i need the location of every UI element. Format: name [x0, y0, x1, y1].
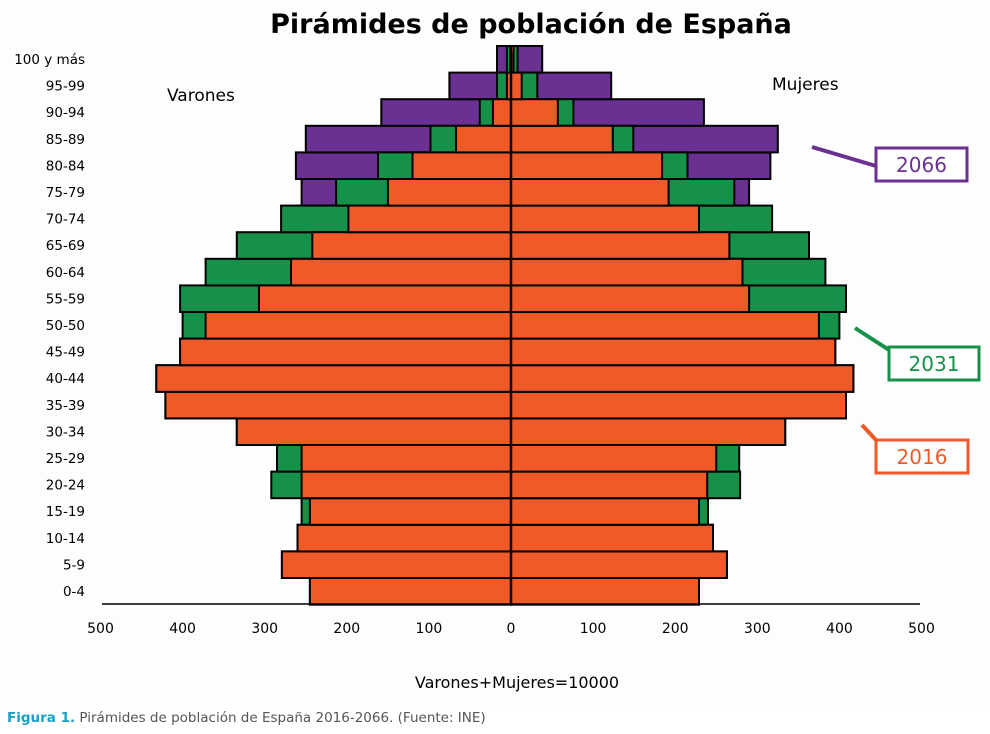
age-label-55-59: 55-59 — [46, 291, 85, 307]
callout-box-2031 — [887, 345, 981, 382]
age-label-70-74: 70-74 — [46, 212, 85, 228]
bar-2016-mujeres-10-14 — [510, 523, 714, 553]
left-side-label: Varones — [167, 86, 235, 106]
bar-2016-varones-45-49 — [179, 337, 512, 367]
x-tick-1: 400 — [169, 621, 196, 637]
bar-2016-mujeres-60-64 — [510, 257, 744, 287]
callout-box-2016 — [874, 438, 970, 475]
bar-2016-mujeres-65-69 — [510, 231, 731, 260]
bar-2016-varones-0-4 — [308, 577, 512, 606]
x-tick-2: 300 — [251, 621, 278, 637]
bar-2016-varones-65-69 — [311, 231, 512, 260]
callout-label-2066: 2066 — [896, 153, 947, 177]
bar-2016-mujeres-0-4 — [510, 577, 700, 606]
x-ticks-layer: 500 400 300 200 100 0 100 200 300 400 500 — [87, 621, 935, 637]
x-tick-6: 100 — [580, 621, 607, 637]
bar-2016-varones-20-24 — [300, 470, 512, 500]
bar-2016-mujeres-25-29 — [510, 444, 718, 473]
bar-2016-mujeres-90-94 — [510, 98, 559, 127]
age-label-30-34: 30-34 — [46, 424, 85, 440]
bar-2016-varones-60-64 — [290, 257, 512, 287]
figure-caption: Figura 1. Pirámides de población de Espa… — [7, 710, 486, 726]
bar-2016-varones-5-9 — [280, 550, 512, 580]
age-label-90-94: 90-94 — [46, 105, 85, 121]
bar-2016-mujeres-15-19 — [510, 497, 700, 526]
caption-lead: Figura 1. — [7, 710, 76, 726]
age-label-65-69: 65-69 — [46, 238, 85, 254]
callout-label-2031: 2031 — [909, 352, 960, 376]
age-label-75-79: 75-79 — [46, 185, 85, 201]
bar-2016-varones-15-19 — [308, 497, 512, 526]
age-label-15-19: 15-19 — [46, 504, 85, 520]
bar-2016-varones-80-84 — [411, 151, 512, 180]
bar-2016-mujeres-75-79 — [510, 178, 670, 207]
callout-line-2016 — [860, 423, 878, 442]
callout-label-2016: 2016 — [897, 445, 948, 469]
bar-2016-mujeres-20-24 — [510, 470, 709, 500]
x-tick-8: 300 — [744, 621, 771, 637]
age-label-25-29: 25-29 — [46, 451, 85, 467]
bar-2016-varones-55-59 — [258, 284, 512, 313]
x-tick-7: 200 — [662, 621, 689, 637]
x-tick-4: 100 — [416, 621, 443, 637]
age-label-80-84: 80-84 — [46, 158, 85, 174]
population-pyramid-chart: Pirámides de población de España Varones… — [14, 9, 981, 692]
age-label-20-24: 20-24 — [46, 478, 85, 494]
bar-2016-mujeres-35-39 — [510, 390, 847, 420]
bar-2016-mujeres-50-50 — [510, 311, 820, 340]
bar-2016-mujeres-95-99 — [510, 71, 523, 101]
age-label-45-49: 45-49 — [46, 345, 85, 361]
chart-frame: Pirámides de población de España Varones… — [14, 9, 981, 692]
age-label-85-89: 85-89 — [46, 132, 85, 148]
x-tick-5: 0 — [507, 621, 516, 637]
age-label-50-50: 50-50 — [46, 318, 85, 334]
bar-2016-mujeres-70-74 — [510, 204, 700, 234]
bar-2016-varones-40-44 — [155, 364, 513, 393]
bar-2016-varones-25-29 — [300, 444, 512, 473]
age-label-35-39: 35-39 — [46, 398, 85, 414]
bar-2016-mujeres-80-84 — [510, 151, 664, 180]
bar-2016-varones-85-89 — [455, 124, 512, 154]
x-tick-3: 200 — [333, 621, 360, 637]
x-tick-9: 400 — [826, 621, 853, 637]
bar-2016-mujeres-5-9 — [510, 550, 728, 580]
x-tick-0: 500 — [87, 621, 114, 637]
bar-2016-mujeres-30-34 — [510, 417, 787, 446]
bars-layer — [102, 45, 920, 606]
age-label-95-99: 95-99 — [46, 79, 85, 95]
age-labels-layer: 0-4 5-9 10-14 15-19 20-24 25-29 30-34 35-39 40-4… — [14, 52, 85, 600]
chart-title: Pirámides de población de España — [270, 9, 792, 40]
caption-text: Pirámides de población de España 2016-20… — [75, 710, 486, 726]
callouts-layer: 2066 2031 2016 — [811, 145, 981, 475]
x-axis-label: Varones+Mujeres=10000 — [415, 673, 619, 692]
bar-2016-mujeres-55-59 — [510, 284, 751, 313]
bar-2016-mujeres-85-89 — [510, 124, 614, 154]
bar-2016-varones-50-50 — [204, 311, 512, 340]
bar-2016-varones-10-14 — [296, 523, 512, 553]
right-side-label: Mujeres — [772, 75, 839, 95]
bar-2016-varones-90-94 — [491, 98, 512, 127]
age-label-100-y-más: 100 y más — [14, 52, 85, 68]
callout-line-2031 — [853, 326, 891, 352]
x-tick-10: 500 — [908, 621, 935, 637]
age-label-60-64: 60-64 — [46, 265, 85, 281]
age-label-10-14: 10-14 — [46, 531, 85, 547]
bar-2016-varones-35-39 — [164, 390, 512, 420]
age-label-0-4: 0-4 — [63, 584, 85, 600]
age-label-5-9: 5-9 — [63, 557, 85, 573]
bar-2016-varones-30-34 — [235, 417, 513, 446]
bar-2016-mujeres-40-44 — [510, 364, 855, 393]
callout-line-2066 — [811, 145, 877, 168]
bar-2016-varones-70-74 — [347, 204, 512, 234]
callout-box-2066 — [874, 146, 969, 183]
bar-2016-mujeres-45-49 — [510, 337, 837, 367]
age-label-40-44: 40-44 — [46, 371, 85, 387]
bar-2016-varones-75-79 — [386, 178, 512, 207]
